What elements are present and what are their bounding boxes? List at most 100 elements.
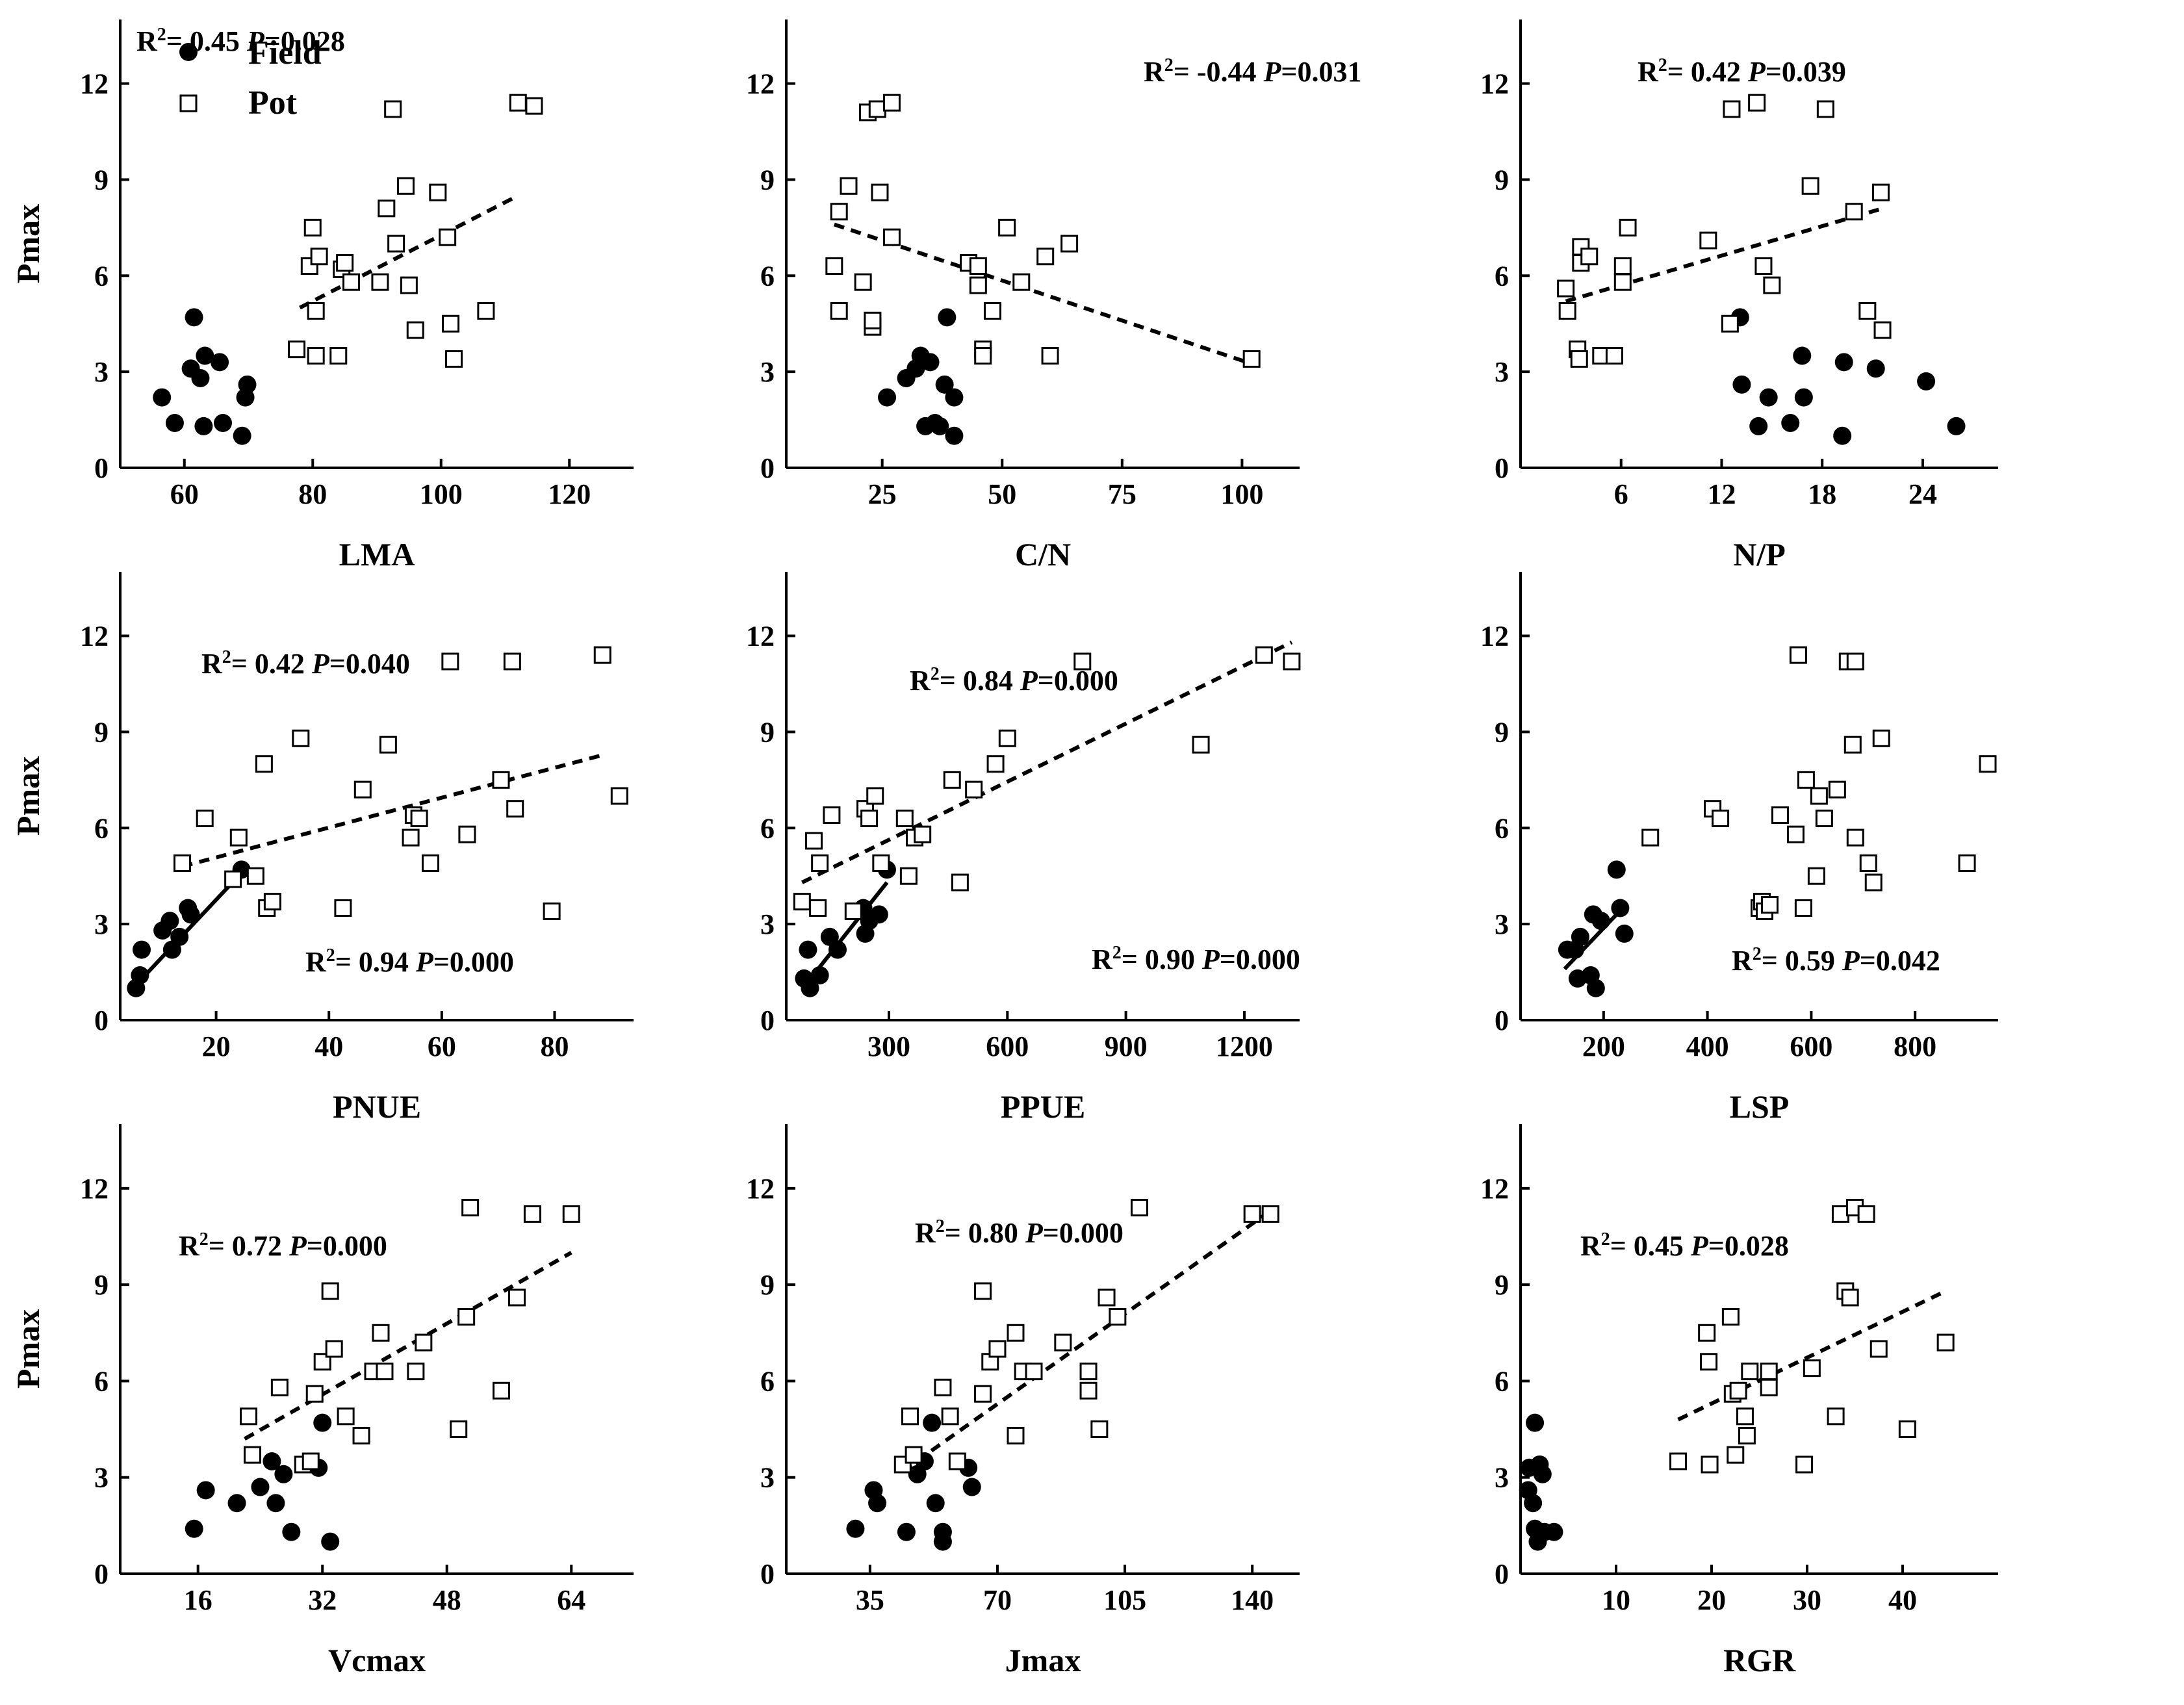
x-tick-label: 800 xyxy=(1894,1031,1936,1062)
pot-point xyxy=(329,347,348,365)
x-tick-label: 75 xyxy=(1108,478,1137,510)
y-tick-label: 6 xyxy=(1495,812,1509,844)
field-point xyxy=(185,1519,203,1538)
pot-point xyxy=(387,235,405,253)
field-fit-line xyxy=(806,881,889,983)
pot-point xyxy=(882,94,901,112)
pot-point xyxy=(378,199,396,218)
y-tick-label: 9 xyxy=(94,164,109,196)
pot-point xyxy=(895,810,914,827)
legend: Field Pot xyxy=(179,34,322,122)
x-axis-title: LMA xyxy=(339,536,415,572)
pot-point xyxy=(1025,1363,1043,1381)
y-tick-label: 12 xyxy=(1480,1173,1509,1205)
field-point xyxy=(897,1522,916,1541)
field-point xyxy=(829,940,847,959)
pot-point xyxy=(371,273,389,291)
field-point xyxy=(161,912,179,930)
y-axis-title: Pmax xyxy=(10,1309,46,1389)
x-tick-label: 120 xyxy=(548,478,591,510)
field-point xyxy=(962,1478,981,1496)
field-point xyxy=(1571,927,1589,946)
pot-point xyxy=(1192,736,1210,754)
stat-annotation: R2= 0.84 P=0.000 xyxy=(910,664,1118,697)
y-tick-label: 3 xyxy=(1495,908,1509,940)
pot-point xyxy=(1060,235,1079,253)
stat-annotation: R2= 0.80 P=0.000 xyxy=(915,1216,1124,1249)
pot-point xyxy=(288,340,306,359)
pot-point xyxy=(1079,1381,1098,1400)
field-point xyxy=(799,940,817,959)
pot-point xyxy=(934,1378,952,1396)
pot-point xyxy=(1700,1353,1718,1371)
x-axis-title: RGR xyxy=(1723,1642,1796,1678)
y-tick-label: 6 xyxy=(94,260,109,292)
pot-point xyxy=(943,771,961,789)
y-tick-label: 12 xyxy=(746,1173,775,1205)
pot-point xyxy=(1857,1205,1875,1223)
pot-point xyxy=(1827,1407,1845,1426)
pot-point xyxy=(1979,755,1997,773)
pot-point xyxy=(457,1308,476,1326)
y-tick-label: 6 xyxy=(760,812,775,844)
pot-point xyxy=(974,347,992,365)
field-point xyxy=(282,1522,301,1541)
y-tick-label: 3 xyxy=(760,908,775,940)
x-axis-title: Vcmax xyxy=(328,1642,426,1678)
pot-point xyxy=(882,228,901,246)
x-tick-label: 48 xyxy=(433,1584,461,1616)
pot-point xyxy=(1580,248,1599,266)
pot-point xyxy=(421,854,439,872)
y-tick-label: 3 xyxy=(1495,356,1509,388)
x-tick-label: 900 xyxy=(1105,1031,1148,1062)
y-tick-label: 9 xyxy=(1495,716,1509,748)
field-point xyxy=(274,1465,293,1483)
pot-point xyxy=(384,100,402,118)
pot-point xyxy=(1864,873,1882,891)
stat-annotation: R2= -0.44 P=0.031 xyxy=(1144,55,1361,88)
pot-point xyxy=(450,1420,468,1439)
field-point xyxy=(1607,860,1626,879)
pot-point xyxy=(830,302,848,320)
stat-annotation: R2= 0.90 P=0.000 xyxy=(1092,943,1300,975)
x-tick-label: 105 xyxy=(1103,1584,1146,1616)
pot-point xyxy=(1958,854,1976,872)
pot-point xyxy=(1828,780,1846,799)
pot-point xyxy=(445,350,463,368)
x-tick-label: 60 xyxy=(170,478,199,510)
pot-point xyxy=(1570,350,1588,368)
pot-point xyxy=(1701,1455,1719,1474)
pot-point xyxy=(1721,1308,1740,1326)
field-point xyxy=(313,1413,332,1432)
field-point xyxy=(251,1478,270,1496)
stat-annotation: R2= 0.59 P=0.042 xyxy=(1732,944,1940,977)
field-point xyxy=(1917,372,1936,391)
pot-fit-line xyxy=(181,752,606,869)
field-point xyxy=(1611,899,1630,917)
y-tick-label: 12 xyxy=(80,68,109,100)
x-tick-label: 100 xyxy=(1220,478,1263,510)
pot-point xyxy=(1619,218,1637,237)
x-axis-title: N/P xyxy=(1733,536,1786,572)
field-point xyxy=(196,1481,215,1500)
pot-point xyxy=(406,321,424,339)
y-tick-label: 0 xyxy=(760,1005,775,1036)
field-point xyxy=(945,426,964,445)
y-tick-label: 3 xyxy=(760,1462,775,1494)
y-tick-label: 9 xyxy=(94,1269,109,1301)
pot-point xyxy=(1098,1288,1116,1307)
pot-point xyxy=(593,646,611,664)
pot-point xyxy=(983,302,1001,320)
y-tick-label: 9 xyxy=(1495,1269,1509,1301)
pot-point xyxy=(1729,1381,1747,1400)
pot-point xyxy=(1786,825,1805,843)
y-tick-label: 3 xyxy=(1495,1462,1509,1494)
field-point xyxy=(926,1494,945,1513)
field-point xyxy=(1759,388,1778,407)
x-tick-label: 600 xyxy=(1790,1031,1832,1062)
panel-6: 0 3 6 9 12 200 400 600 800 LSP R2= 0.59 P=0.042 xyxy=(1480,572,1998,1125)
y-tick-label: 6 xyxy=(94,1365,109,1397)
pot-point xyxy=(998,218,1016,237)
pot-point xyxy=(793,893,811,911)
pot-point xyxy=(243,1446,261,1464)
